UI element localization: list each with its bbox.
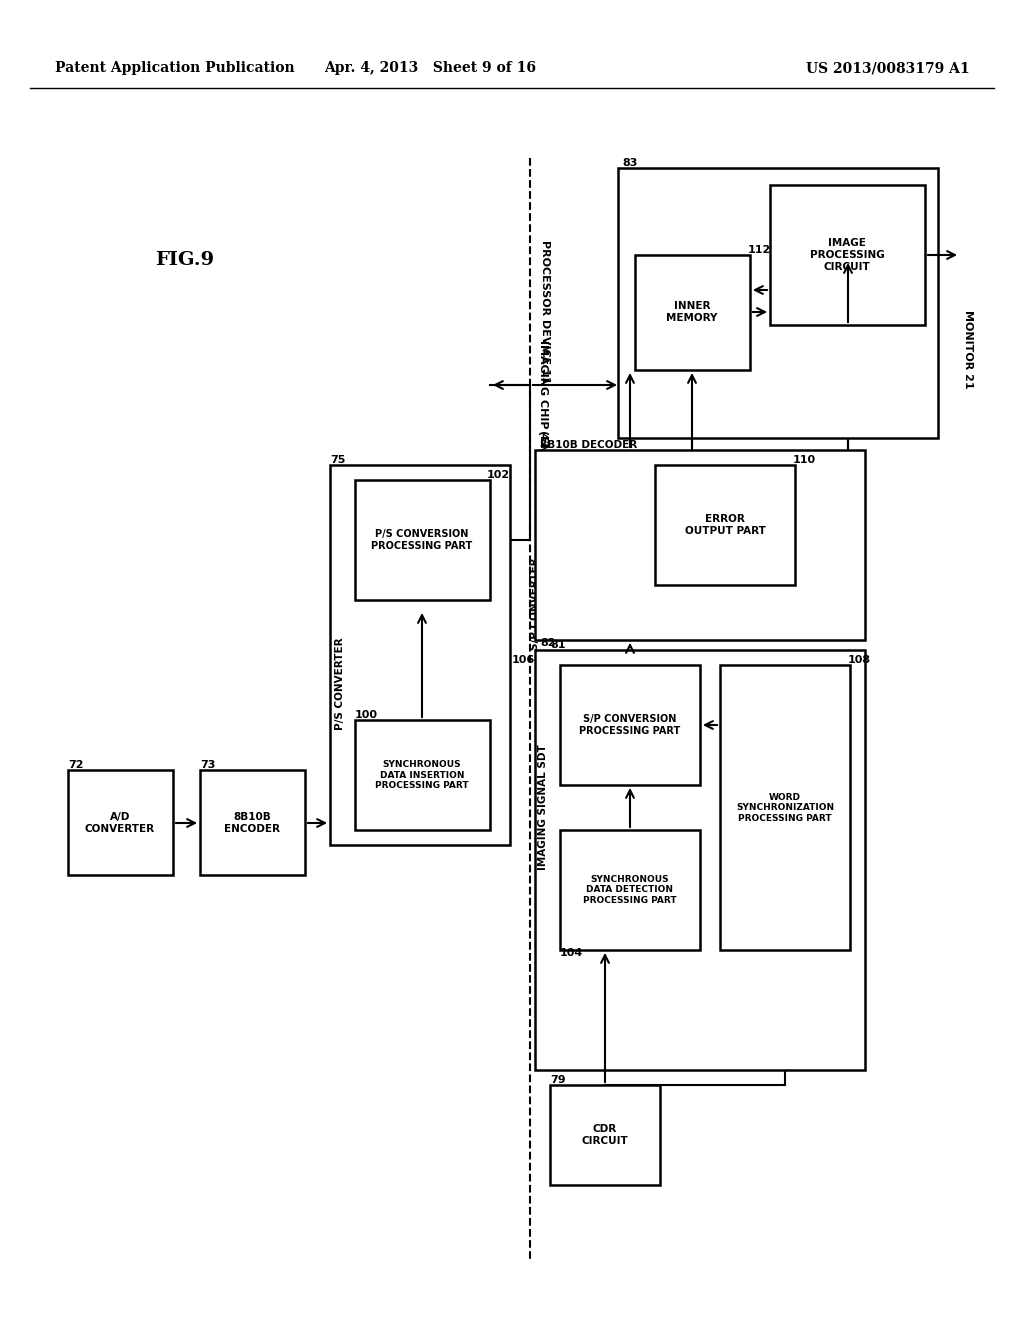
Text: 81: 81 xyxy=(550,640,565,649)
Text: 102: 102 xyxy=(487,470,510,480)
Text: S/P CONVERSION
PROCESSING PART: S/P CONVERSION PROCESSING PART xyxy=(580,714,681,735)
Text: IMAGING SIGNAL SDT: IMAGING SIGNAL SDT xyxy=(538,744,548,870)
Text: 72: 72 xyxy=(68,760,84,770)
Bar xyxy=(355,480,490,601)
Text: SYNCHRONOUS
DATA INSERTION
PROCESSING PART: SYNCHRONOUS DATA INSERTION PROCESSING PA… xyxy=(375,760,469,789)
Text: 73: 73 xyxy=(200,760,215,770)
Text: IMAGE
PROCESSING
CIRCUIT: IMAGE PROCESSING CIRCUIT xyxy=(810,239,885,272)
Text: 79: 79 xyxy=(550,1074,565,1085)
Bar xyxy=(560,665,700,785)
Text: S/P CONVERTER: S/P CONVERTER xyxy=(530,557,540,649)
Text: (ENDOSCOPE 10): (ENDOSCOPE 10) xyxy=(538,430,548,536)
Bar xyxy=(535,450,865,640)
Text: 112: 112 xyxy=(748,246,771,255)
Text: IMAGING CHIP 42: IMAGING CHIP 42 xyxy=(538,341,548,447)
Text: 75: 75 xyxy=(330,455,345,465)
Text: Apr. 4, 2013   Sheet 9 of 16: Apr. 4, 2013 Sheet 9 of 16 xyxy=(324,61,536,75)
Text: P/S CONVERSION
PROCESSING PART: P/S CONVERSION PROCESSING PART xyxy=(372,529,473,550)
Text: 8B10B DECODER: 8B10B DECODER xyxy=(540,440,637,450)
Text: INNER
MEMORY: INNER MEMORY xyxy=(667,301,718,323)
Text: SYNCHRONOUS
DATA DETECTION
PROCESSING PART: SYNCHRONOUS DATA DETECTION PROCESSING PA… xyxy=(584,875,677,906)
Text: A/D
CONVERTER: A/D CONVERTER xyxy=(85,812,155,834)
Text: 100: 100 xyxy=(355,710,378,719)
Text: FIG.9: FIG.9 xyxy=(156,251,215,269)
Text: PROCESSOR DEVICE 11: PROCESSOR DEVICE 11 xyxy=(540,240,550,384)
Text: MONITOR 21: MONITOR 21 xyxy=(963,310,973,388)
Bar xyxy=(635,255,750,370)
Bar xyxy=(68,770,173,875)
Text: ERROR
OUTPUT PART: ERROR OUTPUT PART xyxy=(685,515,765,536)
Text: CDR
CIRCUIT: CDR CIRCUIT xyxy=(582,1125,629,1146)
Text: WORD
SYNCHRONIZATION
PROCESSING PART: WORD SYNCHRONIZATION PROCESSING PART xyxy=(736,793,835,822)
Text: P/S CONVERTER: P/S CONVERTER xyxy=(335,638,345,730)
Bar xyxy=(535,649,865,1071)
Bar xyxy=(355,719,490,830)
Bar xyxy=(330,465,510,845)
Bar xyxy=(720,665,850,950)
Text: 83: 83 xyxy=(622,158,637,168)
Text: US 2013/0083179 A1: US 2013/0083179 A1 xyxy=(806,61,970,75)
Text: 82: 82 xyxy=(540,638,555,648)
Bar xyxy=(550,1085,660,1185)
Text: 108: 108 xyxy=(848,655,871,665)
Text: 104: 104 xyxy=(560,948,584,958)
Bar xyxy=(200,770,305,875)
Bar xyxy=(618,168,938,438)
Bar xyxy=(770,185,925,325)
Text: 8B10B
ENCODER: 8B10B ENCODER xyxy=(224,812,280,834)
Bar xyxy=(655,465,795,585)
Bar xyxy=(560,830,700,950)
Text: Patent Application Publication: Patent Application Publication xyxy=(55,61,295,75)
Text: 110: 110 xyxy=(793,455,816,465)
Text: 106: 106 xyxy=(512,655,535,665)
